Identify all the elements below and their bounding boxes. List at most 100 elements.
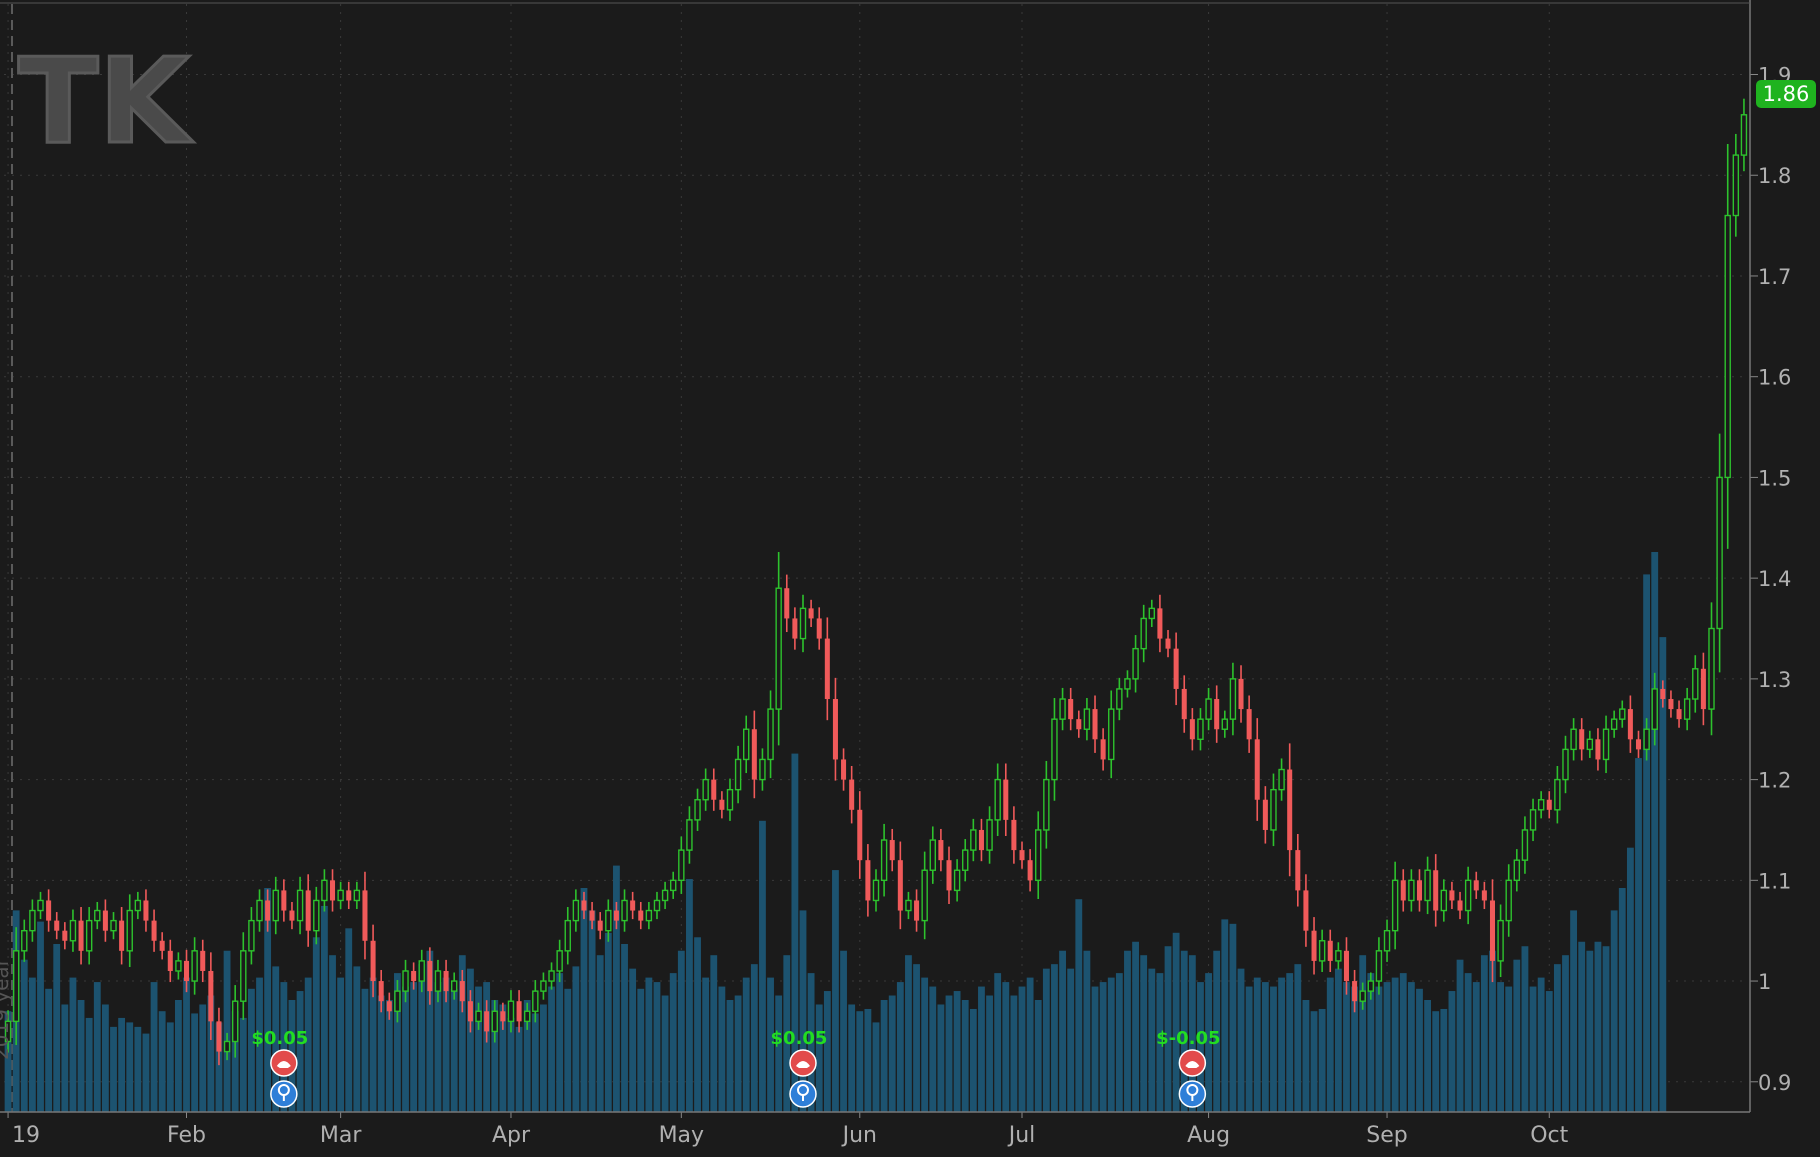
candlestick	[556, 939, 563, 983]
candlestick	[905, 891, 912, 920]
candle-body	[1546, 799, 1552, 810]
earnings-marker[interactable]: $0.05	[771, 1028, 828, 1108]
candle-body	[938, 840, 944, 861]
candle-body	[1375, 950, 1383, 982]
candlestick	[427, 947, 433, 1005]
candle-body	[231, 1000, 239, 1043]
volume-bar	[775, 995, 783, 1112]
axis-layer: 0.911.11.21.31.41.51.61.71.81.919 Feb Mar A…	[0, 0, 1791, 1148]
candlestick	[126, 894, 133, 967]
candle-body	[556, 950, 563, 972]
volume-bar	[783, 955, 791, 1112]
candlestick	[669, 871, 677, 899]
phone-icon-glyph	[1185, 1061, 1200, 1068]
candle-body	[1083, 708, 1091, 730]
candle-body	[1189, 719, 1195, 740]
candle-body	[500, 1011, 506, 1022]
volume-bar	[905, 955, 912, 1112]
volume-bar	[953, 991, 961, 1112]
candle-body	[1197, 718, 1204, 741]
volume-bar	[823, 991, 831, 1112]
volume-bar	[304, 977, 312, 1112]
candle-body	[970, 829, 977, 851]
candle-body	[102, 910, 108, 931]
volume-bar	[1067, 968, 1075, 1112]
x-tick-label: Sep	[1366, 1123, 1407, 1148]
candlestick	[1740, 98, 1748, 172]
volume-bar	[1610, 910, 1618, 1112]
candle-body	[175, 960, 182, 972]
candlestick	[12, 927, 20, 1046]
candle-body	[1708, 627, 1715, 710]
candle-body	[1505, 879, 1512, 922]
candlestick	[1140, 604, 1147, 663]
candlestick	[450, 972, 458, 1000]
volume-bar	[588, 910, 596, 1112]
candlestick	[1619, 700, 1626, 728]
volume-bar	[1594, 941, 1602, 1112]
x-tick-label: Jun	[841, 1123, 877, 1148]
candle-body	[516, 1001, 522, 1022]
volume-bar	[1326, 977, 1334, 1112]
ticker-logo-text: TK	[18, 32, 194, 170]
candlestick	[78, 907, 84, 965]
candle-body	[208, 970, 214, 1022]
candle-body	[151, 920, 157, 941]
candlestick	[1635, 730, 1642, 758]
candle-body	[1554, 778, 1561, 811]
candle-body	[507, 1000, 515, 1023]
volume-bar	[1351, 986, 1358, 1112]
candlestick	[1367, 972, 1375, 1000]
candlestick	[1400, 869, 1406, 912]
volume-bar	[345, 928, 353, 1112]
candlestick	[272, 876, 279, 935]
candlestick	[532, 980, 539, 1023]
candle-body	[1537, 799, 1545, 811]
earnings-marker[interactable]: $0.05	[251, 1028, 308, 1108]
candlestick	[1076, 710, 1082, 738]
candlestick	[1189, 708, 1195, 751]
volume-bar	[661, 995, 669, 1112]
volume-bar	[467, 968, 474, 1112]
candlestick	[1011, 806, 1017, 864]
candlestick	[792, 607, 798, 650]
earnings-marker[interactable]: $-0.05	[1156, 1028, 1221, 1108]
candle-body	[1570, 728, 1577, 751]
candle-body	[427, 960, 433, 992]
volume-bar	[1529, 986, 1537, 1112]
candle-body	[564, 919, 571, 952]
volume-bar	[1278, 977, 1285, 1112]
candle-body	[12, 950, 20, 1023]
candlestick	[1214, 685, 1220, 743]
candle-body	[719, 799, 725, 810]
volume-bar	[353, 966, 361, 1112]
volume-bar	[312, 937, 320, 1112]
volume-bar	[166, 1022, 174, 1112]
volume-bar	[1091, 986, 1099, 1112]
candlestick	[1165, 630, 1171, 658]
candle-body	[289, 910, 295, 921]
candlestick	[872, 869, 880, 912]
volume-bar	[1602, 946, 1610, 1112]
candlestick	[1383, 919, 1391, 962]
candle-body	[1051, 718, 1058, 781]
candle-body	[1529, 809, 1537, 831]
volume-bar	[491, 1000, 499, 1112]
candle-body	[296, 889, 304, 922]
volume-bar	[556, 973, 564, 1112]
candlestick	[265, 889, 271, 932]
candle-body	[1383, 929, 1391, 952]
candle-body	[1076, 719, 1082, 730]
candlestick	[1700, 652, 1706, 726]
candlestick	[540, 972, 547, 1000]
candle-body	[305, 890, 311, 931]
candlestick	[702, 768, 709, 811]
candlestick	[1537, 791, 1545, 819]
candle-body	[581, 900, 587, 911]
candle-body	[784, 588, 790, 619]
candlestick	[1027, 849, 1033, 892]
volume-bar	[507, 1017, 515, 1112]
x-tick-label: 19	[12, 1123, 40, 1148]
candle-body	[362, 890, 368, 941]
